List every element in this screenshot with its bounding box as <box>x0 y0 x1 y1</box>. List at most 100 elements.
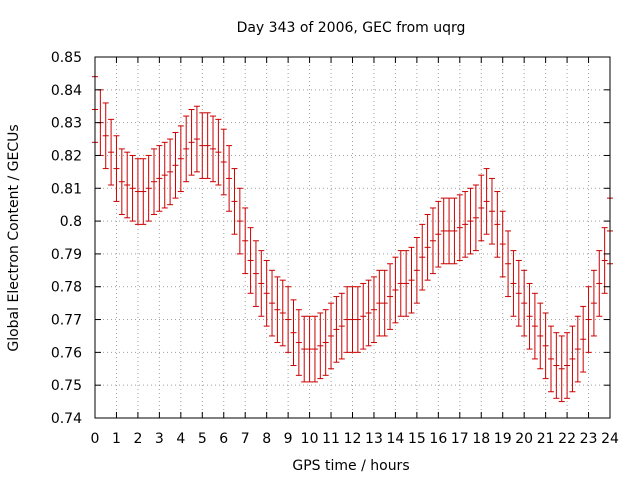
error-bar-point <box>521 269 528 337</box>
error-bar-point <box>585 286 592 353</box>
x-tick-label: 8 <box>262 431 271 447</box>
x-tick-label: 22 <box>558 431 576 447</box>
error-bar-point <box>274 276 281 344</box>
axis-ticks <box>94 56 611 419</box>
error-bar-point <box>494 191 501 258</box>
y-tick-label: 0.75 <box>51 378 82 394</box>
x-tick-label: 7 <box>241 431 250 447</box>
error-bar-point <box>542 312 549 380</box>
error-bar-point <box>188 109 195 176</box>
error-bar-point <box>338 292 345 360</box>
error-bar-point <box>531 292 538 360</box>
error-bar-point <box>360 282 367 350</box>
error-bar-point <box>279 279 286 347</box>
error-bar-point <box>145 154 152 222</box>
error-bar-point <box>387 263 394 330</box>
x-tick-label: 19 <box>494 431 512 447</box>
error-bar-point <box>285 286 292 353</box>
y-axis-label: Global Electron Content / GECUs <box>6 124 22 351</box>
error-bar-point <box>483 168 490 235</box>
error-bar-point <box>161 141 168 209</box>
chart-title: Day 343 of 2006, GEC from uqrg <box>237 20 466 36</box>
error-bar-point <box>247 227 254 294</box>
error-bar-point <box>193 105 200 173</box>
error-bar-point <box>601 227 608 294</box>
error-bar-point <box>220 128 227 196</box>
error-bar-point <box>596 250 603 317</box>
error-bar-point <box>301 315 308 383</box>
error-bar-point <box>252 240 259 307</box>
x-tick-label: 20 <box>515 431 533 447</box>
x-tick-label: 16 <box>429 431 447 447</box>
x-tick-label: 14 <box>387 431 405 447</box>
error-bar-point <box>349 286 356 353</box>
x-tick-label: 6 <box>219 431 228 447</box>
x-axis-label: GPS time / hours <box>292 458 409 474</box>
error-bar-point <box>467 187 474 255</box>
error-bar-point <box>580 305 587 373</box>
grid-lines <box>95 57 610 418</box>
y-tick-label: 0.83 <box>51 116 82 132</box>
error-bar-point <box>590 269 597 337</box>
error-bar-point <box>140 158 147 225</box>
error-bar-point <box>462 191 469 258</box>
error-bar-point <box>558 335 565 403</box>
error-bar-point <box>263 259 270 327</box>
error-bar-point <box>113 135 120 202</box>
error-bar-point <box>419 223 426 291</box>
y-tick-label: 0.85 <box>51 50 82 66</box>
error-bar-point <box>226 145 233 212</box>
error-bar-point <box>488 177 495 245</box>
error-bar-point <box>547 325 554 393</box>
error-bar-point <box>177 125 184 193</box>
error-bar-point <box>290 299 297 366</box>
x-tick-label: 18 <box>472 431 490 447</box>
error-bar-point <box>354 286 361 353</box>
error-bar-point <box>472 184 479 252</box>
y-tick-label: 0.79 <box>51 247 82 263</box>
x-tick-label: 24 <box>601 431 619 447</box>
x-tick-label: 15 <box>408 431 426 447</box>
error-bar-point <box>574 315 581 383</box>
y-tick-label: 0.78 <box>51 280 82 296</box>
x-tick-label: 1 <box>112 431 121 447</box>
x-tick-label: 21 <box>537 431 555 447</box>
error-bar-point <box>526 282 533 350</box>
error-bar-point <box>129 154 136 222</box>
error-bar-point <box>151 148 158 216</box>
error-bar-point <box>435 200 442 268</box>
error-bar-point <box>306 315 313 383</box>
error-bar-point <box>564 332 571 399</box>
error-bar-point <box>376 269 383 337</box>
x-tick-label: 11 <box>322 431 340 447</box>
error-bar-point <box>413 237 420 304</box>
error-bar-point <box>328 302 335 370</box>
error-bar-point <box>553 332 560 399</box>
error-bar-point <box>424 214 431 281</box>
y-tick-labels: 0.74 0.75 0.76 0.77 0.78 0.79 0.8 0.81 0.82 0.83 0… <box>51 50 82 427</box>
x-tick-label: 10 <box>301 431 319 447</box>
error-bar-point <box>167 138 174 206</box>
error-bar-point <box>199 112 206 179</box>
x-tick-label: 9 <box>284 431 293 447</box>
error-bar-point <box>156 145 163 212</box>
y-tick-label: 0.8 <box>60 214 82 230</box>
x-tick-label: 2 <box>133 431 142 447</box>
error-bar-point <box>446 197 453 265</box>
error-bar-point <box>258 250 265 317</box>
error-bar-point <box>317 312 324 380</box>
y-tick-label: 0.74 <box>51 411 82 427</box>
x-tick-label: 0 <box>91 431 100 447</box>
error-bar-point <box>210 115 217 183</box>
x-tick-labels: 0 1 2 3 4 5 6 7 8 9 10 11 12 13 14 15 16 17 18 19 20 21 22 23 24 <box>91 431 619 447</box>
x-tick-label: 23 <box>580 431 598 447</box>
error-bar-point <box>392 256 399 324</box>
y-tick-label: 0.81 <box>51 181 82 197</box>
y-tick-label: 0.77 <box>51 313 82 329</box>
x-tick-label: 5 <box>198 431 207 447</box>
error-bar-point <box>499 210 506 278</box>
x-tick-label: 3 <box>155 431 164 447</box>
y-tick-label: 0.82 <box>51 148 82 164</box>
y-tick-label: 0.84 <box>51 83 82 99</box>
